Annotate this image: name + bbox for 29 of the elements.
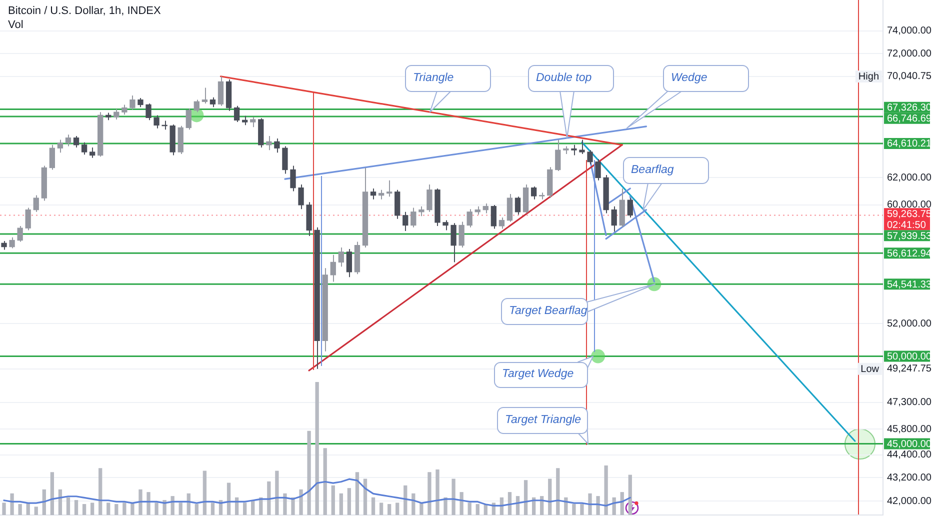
y-tick-label: 42,000.00 xyxy=(887,496,932,507)
y-tick-label: 45,800.00 xyxy=(887,424,932,435)
annotation: Target Wedge xyxy=(502,368,574,381)
ref-line-label: 54,541.33 xyxy=(887,279,932,290)
y-tick-label: 44,400.00 xyxy=(887,450,932,461)
y-tick-label: 70,040.75 xyxy=(887,71,932,82)
ref-line-label: 57,939.53 xyxy=(887,230,932,242)
y-tick-label: 52,000.00 xyxy=(887,318,932,330)
chart-title: Bitcoin / U.S. Dollar, 1h, INDEX xyxy=(8,5,161,17)
ref-line-label: 64,610.21 xyxy=(887,138,932,150)
chart-title: Vol xyxy=(8,19,24,31)
ref-line-label: 66,746.69 xyxy=(887,114,932,125)
annotation: Triangle xyxy=(413,72,454,84)
text: 02:41:50 xyxy=(887,220,926,231)
y-tick-label: 47,300.00 xyxy=(887,397,932,408)
y-tick-label: 60,000.00 xyxy=(887,200,932,211)
ref-line-label: 59,263.75 xyxy=(887,208,932,220)
annotation: Wedge xyxy=(671,72,708,84)
annotation: High xyxy=(858,72,880,83)
y-tick-label: 43,200.00 xyxy=(887,472,932,484)
annotation: Double top xyxy=(536,72,592,84)
y-tick-label: 49,247.75 xyxy=(887,364,932,375)
y-tick-label: 74,000.00 xyxy=(887,26,932,37)
y-tick-label: 62,000.00 xyxy=(887,172,932,184)
annotation: Target Triangle xyxy=(505,414,582,426)
annotation: Low xyxy=(860,364,880,376)
y-tick-label: 72,000.00 xyxy=(887,48,932,60)
annotation: Target Bearflag xyxy=(509,304,588,318)
annotation: Bearflag xyxy=(631,164,674,176)
